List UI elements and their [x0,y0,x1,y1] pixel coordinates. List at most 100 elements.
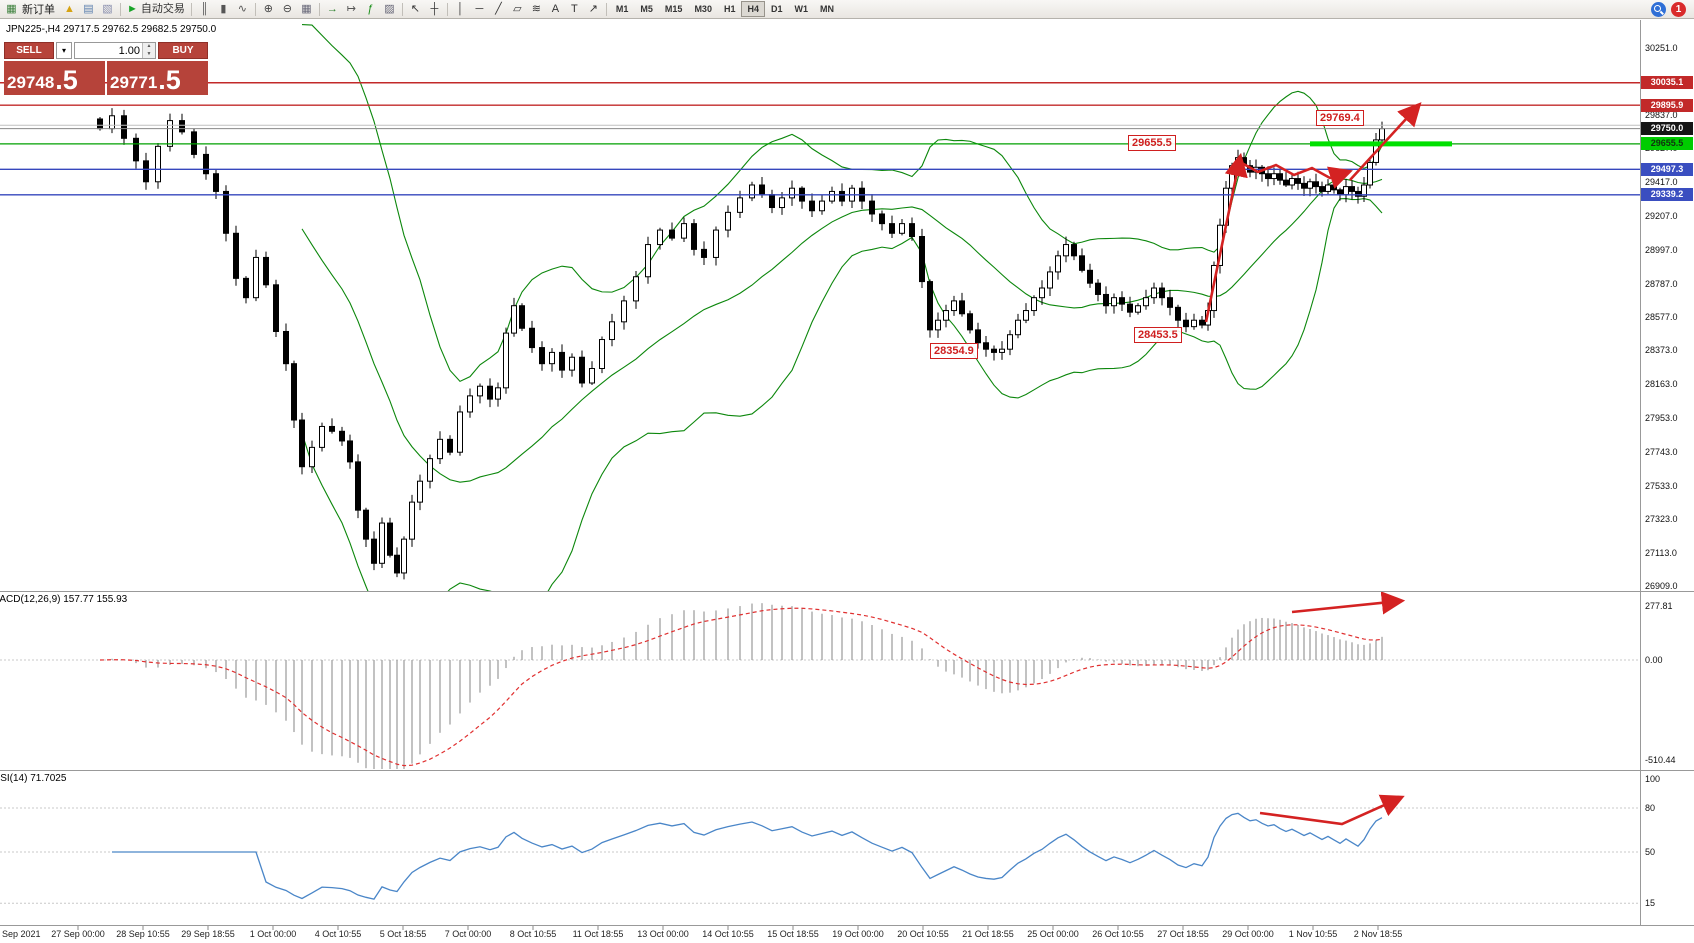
annotation-box[interactable]: 28453.5 [1134,327,1182,343]
auto-scroll-icon[interactable]: → [323,1,342,18]
text-label-icon[interactable]: T [565,1,584,18]
volume-input[interactable] [75,43,142,58]
notification-badge[interactable]: 1 [1671,1,1686,17]
time-label: 21 Oct 18:55 [962,929,1014,939]
buy-price-pips: .5 [158,65,181,95]
bar-chart-icon[interactable]: ║ [195,1,214,18]
horizontal-lines[interactable] [0,82,1640,196]
annotation-box[interactable]: 28354.9 [930,343,978,359]
price-scale-label: 28787.0 [1645,278,1678,289]
order-type-dropdown[interactable]: ▾ [56,42,72,59]
timeframe-m5[interactable]: M5 [634,1,659,17]
cursor-icon[interactable]: ↖ [406,1,425,18]
bollinger-bands [301,23,1383,591]
timeframe-m1[interactable]: M1 [610,1,635,17]
candlesticks [97,108,1385,580]
channel-icon[interactable]: ▱ [508,1,527,18]
buy-price-display[interactable]: 29771 .5 [107,61,208,95]
rsi-scale-label: 50 [1645,847,1656,857]
crosshair-icon[interactable]: ┼ [425,1,444,18]
annotation-box[interactable]: 29655.5 [1128,135,1176,151]
rsi-scale-label: 15 [1645,898,1656,909]
rsi-scale-label: 80 [1645,803,1656,814]
candlestick-chart-icon[interactable]: ▮ [214,1,233,18]
trendline-icon[interactable]: ╱ [489,1,508,18]
print-icon[interactable]: ▤ [79,1,98,18]
line-chart-icon[interactable]: ∿ [233,1,252,18]
new-order-icon[interactable]: ▦ [2,1,21,18]
arrows-tool-icon[interactable]: ↗ [584,1,603,18]
macd-signal-line [99,607,1383,767]
rsi-value: 71.7025 [30,773,67,784]
vertical-line-icon[interactable]: │ [451,1,470,18]
preview-icon[interactable]: ▧ [98,1,117,18]
indicators-icon[interactable]: ƒ [361,1,380,18]
trend-zigzag-arrow[interactable] [1239,160,1353,189]
time-label: 11 Oct 18:55 [572,929,624,939]
timeframe-mn[interactable]: MN [814,1,840,17]
price-scale-label: 28163.0 [1645,379,1678,390]
one-click-trading-panel: SELL ▾ ▲ ▼ BUY 29748 .5 29771 .5 [4,42,208,95]
macd-trend-arrow[interactable] [1291,591,1406,615]
macd-values: 157.77 155.93 [63,594,128,605]
rsi-scale-label: 100 [1645,773,1661,784]
templates-icon[interactable]: ▨ [380,1,399,18]
time-label: 20 Oct 10:55 [897,929,949,939]
macd-scale-label: 0.00 [1645,655,1663,665]
price-scale-label: 26909.0 [1645,580,1678,591]
toolbar-separator [254,2,256,16]
timeframe-h4[interactable]: H4 [741,1,765,17]
sell-button[interactable]: SELL [4,42,54,59]
toolbar-separator [446,2,448,16]
horizontal-line-icon[interactable]: ─ [470,1,489,18]
rsi-line [112,812,1383,900]
price-tag: 29750.0 [1641,122,1693,136]
trend-arrow-up-2[interactable] [1349,102,1422,181]
price-scale-label: 29417.0 [1645,177,1678,188]
timeframe-h1[interactable]: H1 [718,1,742,17]
chart-shift-icon[interactable]: ↦ [342,1,361,18]
rsi-name: RSI(14) [0,773,28,784]
text-icon[interactable]: A [546,1,565,18]
timeframe-d1[interactable]: D1 [765,1,789,17]
new-order-label[interactable]: 新订单 [22,4,55,16]
buy-button[interactable]: BUY [158,42,208,59]
time-label: 26 Oct 10:55 [1092,929,1144,939]
price-tag: 29655.5 [1641,137,1693,151]
annotation-box[interactable]: 29769.4 [1316,110,1364,126]
volume-increase-button[interactable]: ▲ [143,43,155,51]
toolbar-separator [190,2,192,16]
price-scale-label: 29837.0 [1645,109,1678,120]
sell-price-display[interactable]: 29748 .5 [4,61,105,95]
time-label: 4 Oct 10:55 [314,929,362,939]
timeframe-m15[interactable]: M15 [659,1,689,17]
zoom-in-icon[interactable]: ⊕ [259,1,278,18]
price-scale-label: 28373.0 [1645,345,1678,356]
autotrade-button[interactable]: ► 自动交易 [124,1,188,18]
price-tag: 30035.1 [1641,76,1693,90]
timeframe-m30[interactable]: M30 [688,1,718,17]
rsi-trend-arrow[interactable] [1259,794,1405,826]
toolbar-separator [401,2,403,16]
time-label: 29 Sep 18:55 [181,929,235,939]
time-label: Sep 2021 [2,929,41,939]
price-scale-label: 27113.0 [1645,548,1677,559]
chevron-down-icon: ▾ [61,45,66,55]
zoom-out-icon[interactable]: ⊖ [278,1,297,18]
expert-advisor-icon[interactable]: ▲ [60,1,79,18]
price-scale-label: 27323.0 [1645,514,1678,525]
main-toolbar: ▦ 新订单 ▲ ▤ ▧ ► 自动交易 ║ ▮ ∿ ⊕ ⊖ ▦ → ↦ ƒ ▨ ↖ ┼ │ ─ ╱ ▱ ≋ A T ↗ M1 M5 M15 M… [0,0,1694,19]
tile-windows-icon[interactable]: ▦ [297,1,316,18]
chart-info-line: JPN225-,H4 29717.5 29762.5 29682.5 29750… [6,24,217,35]
fibonacci-icon[interactable]: ≋ [527,1,546,18]
buy-price-main: 29771 [110,73,158,92]
price-scale-label: 27533.0 [1645,480,1678,491]
search-icon[interactable] [1651,1,1666,17]
timeframe-w1[interactable]: W1 [789,1,815,17]
price-scale-label: 27953.0 [1645,412,1678,423]
search-lens-icon [1654,4,1661,12]
time-label: 1 Nov 10:55 [1288,929,1338,939]
volume-decrease-button[interactable]: ▼ [143,50,155,58]
trend-arrow-up-1[interactable] [1204,152,1248,323]
